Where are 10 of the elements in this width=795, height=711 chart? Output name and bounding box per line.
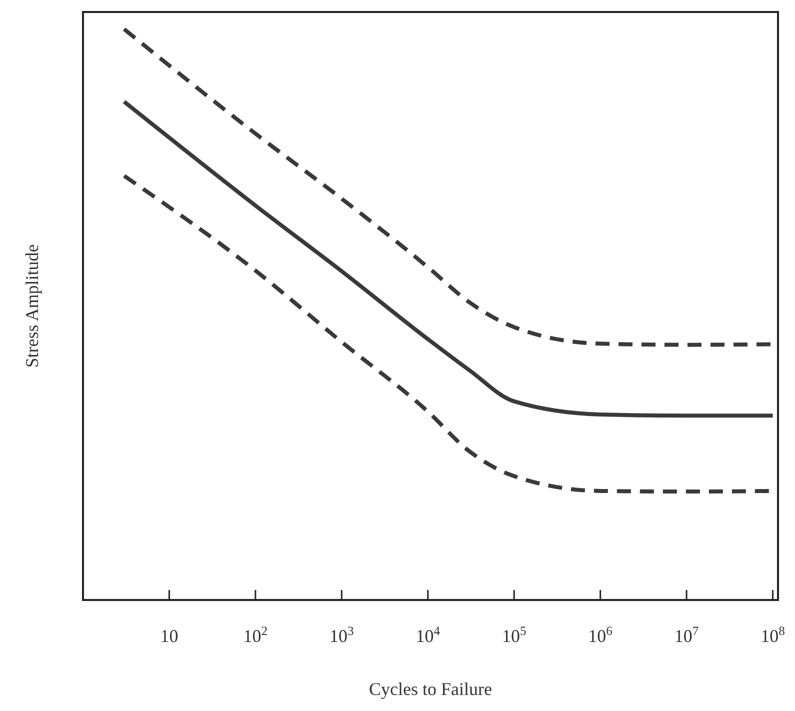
x-tick-label: 10$^{6}$	[588, 624, 612, 646]
x-tick-label: 10$^{5}$	[502, 624, 526, 646]
x-tick-label: 10	[160, 626, 178, 646]
x-tick-label: 10$^{7}$	[674, 624, 699, 646]
x-tick-label: 10$^{3}$	[330, 624, 354, 646]
y-axis-title: Stress Amplitude	[22, 244, 42, 368]
x-tick-label: 10$^{2}$	[243, 624, 268, 646]
x-tick-label: 10$^{8}$	[760, 624, 785, 646]
x-axis-title: Cycles to Failure	[369, 679, 492, 699]
x-tick-label: 10$^{4}$	[416, 624, 441, 646]
